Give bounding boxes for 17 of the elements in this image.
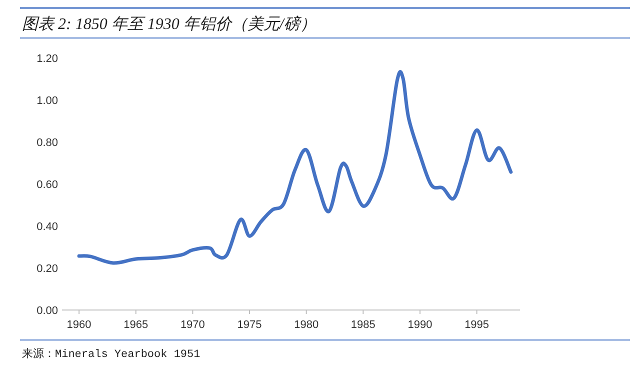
x-tick-label: 1980 bbox=[294, 319, 319, 331]
y-tick-label: 1.00 bbox=[36, 95, 58, 107]
y-tick-label: 0.60 bbox=[36, 179, 58, 191]
y-tick-label: 0.20 bbox=[36, 263, 58, 275]
x-tick-label: 1995 bbox=[464, 319, 490, 331]
x-tick-label: 1965 bbox=[124, 319, 148, 331]
source-note: 来源：Minerals Yearbook 1951 bbox=[22, 347, 201, 361]
chart-title: 图表 2: 1850 年至 1930 年铝价（美元/磅） bbox=[22, 15, 316, 33]
y-tick-label: 0.80 bbox=[36, 137, 58, 149]
y-tick-label: 1.20 bbox=[36, 53, 58, 65]
x-tick-label: 1970 bbox=[180, 319, 205, 331]
x-tick-label: 1960 bbox=[66, 319, 92, 331]
x-tick-label: 1990 bbox=[408, 319, 432, 331]
x-tick-label: 1975 bbox=[237, 319, 262, 331]
y-tick-label: 0.40 bbox=[36, 221, 58, 233]
x-tick-label: 1985 bbox=[350, 319, 376, 331]
y-tick-label: 0.00 bbox=[36, 305, 58, 317]
